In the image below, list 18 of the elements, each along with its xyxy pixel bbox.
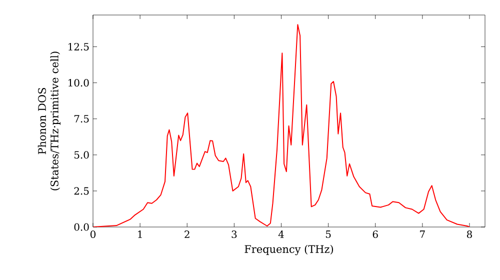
- y-tick-label: 0.0: [74, 223, 89, 231]
- x-tick-label: 0: [90, 230, 96, 238]
- line-series: [93, 24, 470, 227]
- x-axis-title: Frequency (THz): [244, 244, 334, 256]
- y-tick-label: 10.0: [68, 79, 89, 87]
- x-tick-label: 4: [278, 230, 284, 238]
- x-tick-label: 6: [372, 230, 378, 238]
- x-tick-label: 3: [232, 230, 237, 238]
- y-axis-title: Phonon DOS (States/THz·primitive cell): [38, 52, 60, 190]
- x-tick-label: 2: [184, 230, 190, 238]
- x-tick-label: 5: [326, 230, 331, 238]
- x-tick-label: 7: [420, 230, 425, 238]
- y-tick-label: 7.5: [74, 115, 89, 123]
- x-tick-label: 8: [466, 230, 472, 238]
- x-tick-label: 1: [138, 230, 142, 238]
- y-tick-label: 12.5: [68, 42, 89, 50]
- y-tick-label: 2.5: [74, 187, 89, 195]
- y-tick-label: 5.0: [74, 151, 89, 159]
